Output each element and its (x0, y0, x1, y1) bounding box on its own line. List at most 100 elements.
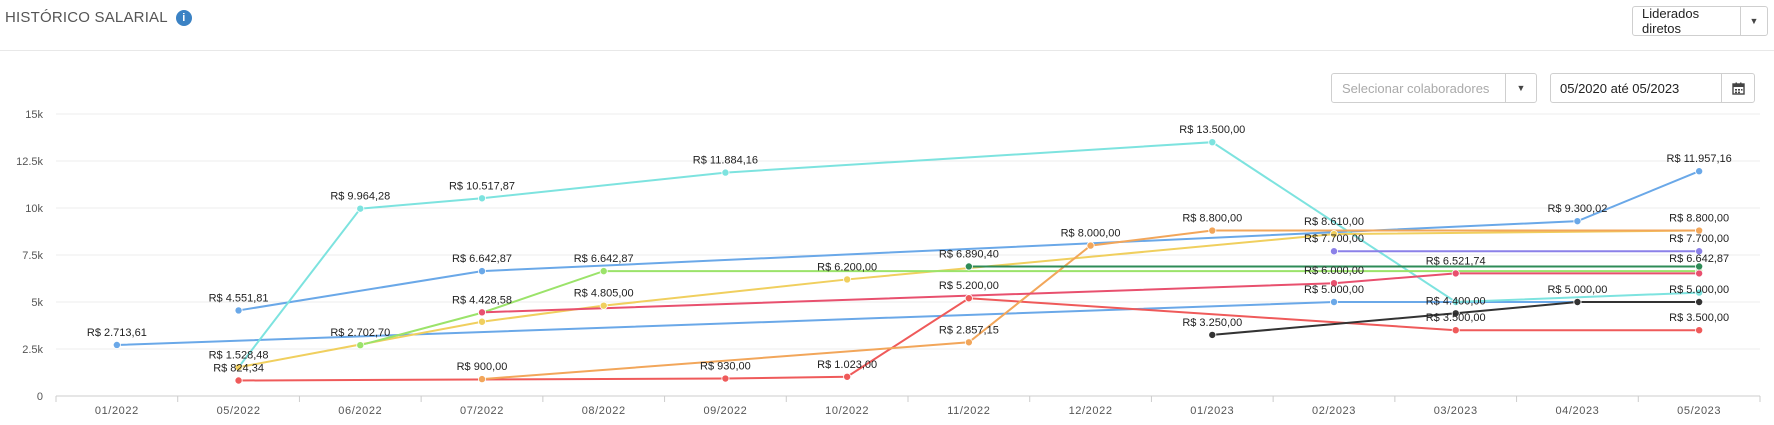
date-range-input[interactable]: 05/2020 até 05/2023 (1550, 73, 1755, 103)
data-label: R$ 2.702,70 (330, 327, 390, 339)
data-point (721, 374, 730, 383)
date-range-value: 05/2020 até 05/2023 (1560, 80, 1680, 96)
data-label: R$ 8.800,00 (1182, 213, 1242, 225)
data-point (234, 363, 243, 372)
info-icon[interactable]: i (175, 9, 192, 26)
chevron-down-icon[interactable]: ▼ (1740, 7, 1767, 35)
data-label: R$ 7.700,00 (1669, 233, 1729, 245)
view-select[interactable]: Liderados diretos ▼ (1632, 6, 1768, 36)
data-label: R$ 5.000,00 (1547, 284, 1607, 296)
data-label: R$ 1.528,48 (209, 349, 269, 361)
x-tick-label: 01/2023 (1190, 405, 1234, 417)
x-tick-label: 02/2023 (1312, 405, 1356, 417)
data-point (721, 168, 730, 177)
data-point (1451, 297, 1460, 306)
data-point (843, 275, 852, 284)
y-tick-label: 7.5k (22, 250, 43, 262)
data-label: R$ 11.884,16 (693, 155, 758, 167)
data-label: R$ 10.517,87 (449, 180, 515, 192)
data-label: R$ 8.610,00 (1304, 216, 1364, 228)
data-label: R$ 930,00 (700, 361, 751, 373)
y-tick-label: 15k (25, 109, 43, 121)
series-line (481, 229, 1700, 381)
collaborators-placeholder: Selecionar colaboradores (1342, 80, 1490, 96)
data-point (1695, 247, 1704, 256)
data-label: R$ 3.500,00 (1426, 312, 1486, 324)
x-tick-label: 01/2022 (95, 405, 139, 417)
data-point (843, 372, 852, 381)
data-label: R$ 4.428,58 (452, 295, 512, 307)
data-point (1086, 241, 1095, 250)
data-point (1208, 226, 1217, 235)
y-tick-label: 10k (25, 203, 43, 215)
x-tick-label: 11/2022 (947, 405, 990, 417)
data-point (1695, 226, 1704, 235)
x-tick-label: 12/2022 (1069, 405, 1113, 417)
data-label: R$ 6.890,40 (939, 248, 999, 260)
data-point (1330, 230, 1339, 239)
data-label: R$ 3.250,00 (1182, 317, 1242, 329)
data-label: R$ 2.713,61 (87, 327, 147, 339)
view-select-label: Liderados diretos (1642, 6, 1700, 36)
data-label: R$ 9.964,28 (330, 191, 390, 203)
data-point (1695, 262, 1704, 271)
data-point (599, 301, 608, 310)
calendar-icon[interactable] (1721, 74, 1754, 102)
series-line (1212, 301, 1700, 336)
data-label: R$ 6.200,00 (817, 261, 877, 273)
data-point (1208, 330, 1217, 339)
data-label: R$ 5.000,00 (1304, 284, 1364, 296)
data-label: R$ 8.800,00 (1669, 213, 1729, 225)
series-line (238, 297, 1700, 382)
data-label: R$ 6.521,74 (1426, 255, 1486, 267)
data-label: R$ 2.857,15 (939, 324, 999, 336)
x-tick-label: 08/2022 (582, 405, 626, 417)
data-point (356, 204, 365, 213)
x-tick-label: 07/2022 (460, 405, 504, 417)
data-point (964, 294, 973, 303)
data-point (1451, 269, 1460, 278)
data-point (477, 317, 486, 326)
data-point (477, 267, 486, 276)
data-point (477, 375, 486, 384)
data-point (1695, 269, 1704, 278)
data-label: R$ 7.700,00 (1304, 233, 1364, 245)
data-label: R$ 9.300,02 (1547, 203, 1607, 215)
data-label: R$ 13.500,00 (1179, 124, 1245, 136)
x-tick-label: 04/2023 (1555, 405, 1599, 417)
series-line (238, 229, 1700, 369)
x-tick-label: 10/2022 (825, 405, 869, 417)
data-label: R$ 824,34 (213, 363, 264, 375)
data-point (1208, 138, 1217, 147)
data-label: R$ 900,00 (457, 361, 508, 373)
data-point (356, 341, 365, 350)
data-label: R$ 4.805,00 (574, 288, 634, 300)
chevron-down-icon[interactable]: ▼ (1505, 74, 1536, 102)
y-tick-label: 0 (37, 391, 43, 403)
series-line (238, 170, 1700, 312)
data-point (1330, 297, 1339, 306)
data-label: R$ 6.000,00 (1304, 265, 1364, 277)
y-tick-label: 2.5k (22, 344, 43, 356)
data-point (599, 267, 608, 276)
data-point (1695, 326, 1704, 335)
data-label: R$ 6.642,87 (574, 253, 634, 265)
collaborators-select[interactable]: Selecionar colaboradores ▼ (1331, 73, 1537, 103)
series-line (481, 272, 1700, 314)
data-label: R$ 3.500,00 (1669, 312, 1729, 324)
data-label: R$ 4.400,00 (1426, 295, 1486, 307)
data-point (1330, 247, 1339, 256)
data-label: R$ 4.551,81 (209, 292, 269, 304)
data-point (477, 308, 486, 317)
data-point (112, 340, 121, 349)
data-label: R$ 6.642,87 (452, 253, 512, 265)
data-point (964, 262, 973, 271)
data-point (1573, 297, 1582, 306)
data-point (234, 376, 243, 385)
data-point (1451, 309, 1460, 318)
data-point (1330, 279, 1339, 288)
data-label: R$ 5.000,00 (1669, 284, 1729, 296)
y-tick-label: 12.5k (16, 156, 43, 168)
x-tick-label: 05/2022 (217, 405, 261, 417)
